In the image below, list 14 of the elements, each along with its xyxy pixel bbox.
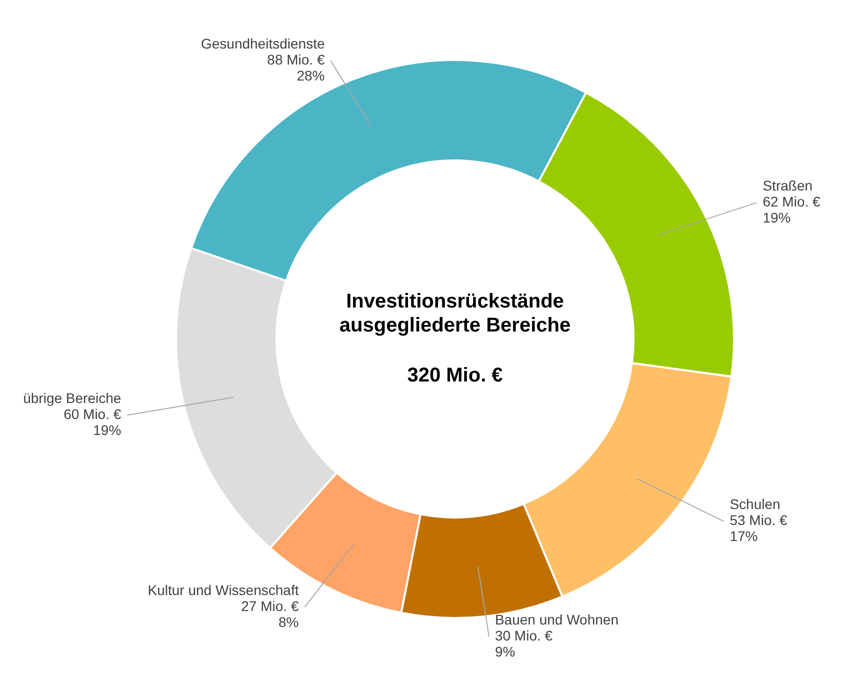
slice-label: Kultur und Wissenschaft: [148, 582, 299, 598]
data-label: 62 Mio. € 19%: [762, 194, 821, 226]
data-label: 60 Mio. € 19%: [64, 406, 122, 438]
data-label: 30 Mio. € 9%: [494, 627, 553, 660]
slice-label: Straßen: [762, 178, 813, 194]
slice-label: Gesundheitsdienste: [200, 36, 325, 52]
text: 320 Mio. €: [407, 364, 503, 387]
data-label: 88 Mio. € 28%: [267, 52, 325, 84]
slice-label: übrige Bereiche: [23, 390, 122, 406]
slice-label: Bauen und Wohnen: [494, 611, 618, 628]
data-label: 27 Mio. € 8%: [241, 598, 299, 630]
slice-label: Schulen: [730, 496, 780, 512]
text: Investitionsrückstände ausgegliederte Bereiche: [339, 290, 571, 337]
data-label: 53 Mio. € 17%: [730, 512, 788, 544]
